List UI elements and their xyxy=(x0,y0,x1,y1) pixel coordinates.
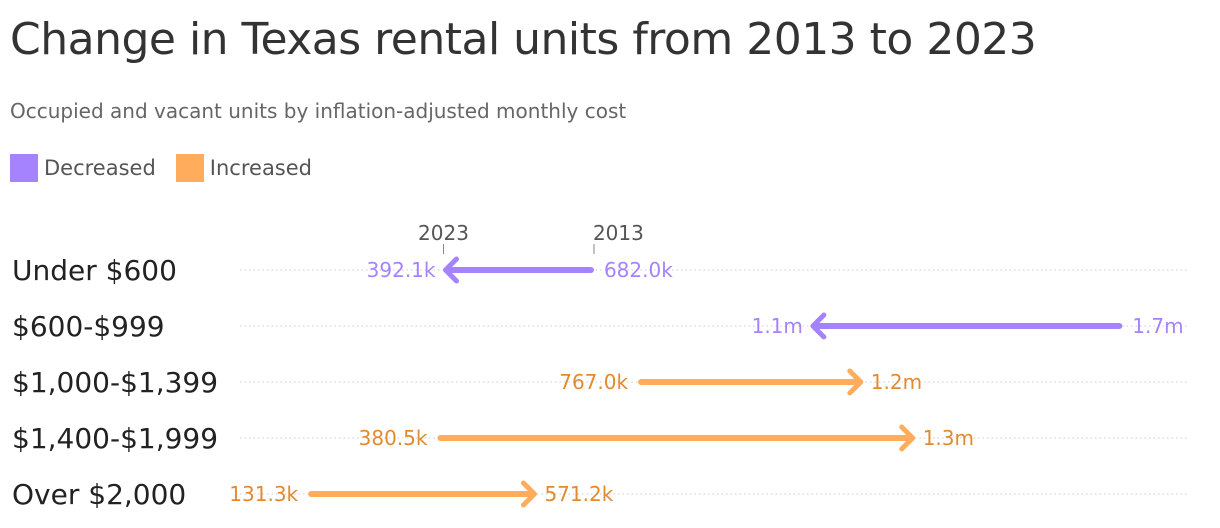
legend-item-increased: Increased xyxy=(175,154,312,182)
legend: Decreased Increased xyxy=(10,154,332,182)
legend-swatch-increased xyxy=(175,154,204,182)
legend-item-decreased: Decreased xyxy=(10,154,156,182)
value-label-2013: 767.0k xyxy=(559,370,628,394)
arrow-head xyxy=(520,480,537,508)
arrow-head xyxy=(899,424,916,452)
value-label-2023: 571.2k xyxy=(544,482,613,506)
value-label-2023: 1.1m xyxy=(752,314,803,338)
value-label-2023: 1.3m xyxy=(923,426,974,450)
chart-title: Change in Texas rental units from 2013 t… xyxy=(10,14,1037,65)
value-label-2013: 380.5k xyxy=(359,426,428,450)
category-label: Over $2,000 xyxy=(12,478,186,511)
year-label-2013: 2013 xyxy=(593,221,644,245)
value-label-2023: 392.1k xyxy=(367,258,436,282)
category-label: $600-$999 xyxy=(12,310,165,343)
arrow-head xyxy=(442,256,459,284)
legend-label-decreased: Decreased xyxy=(44,156,156,180)
arrow-head xyxy=(847,368,864,396)
year-label-2023: 2023 xyxy=(418,221,469,245)
value-label-2013: 1.7m xyxy=(1132,314,1183,338)
category-label: $1,400-$1,999 xyxy=(12,422,218,455)
legend-label-increased: Increased xyxy=(209,156,312,180)
legend-swatch-decreased xyxy=(10,154,38,182)
category-label: $1,000-$1,399 xyxy=(12,366,218,399)
value-label-2023: 1.2m xyxy=(871,370,922,394)
value-label-2013: 131.3k xyxy=(229,482,298,506)
value-label-2013: 682.0k xyxy=(604,258,673,282)
category-label: Under $600 xyxy=(12,254,177,287)
chart-subtitle: Occupied and vacant units by inflation-a… xyxy=(10,99,627,123)
arrow-head xyxy=(810,312,827,340)
